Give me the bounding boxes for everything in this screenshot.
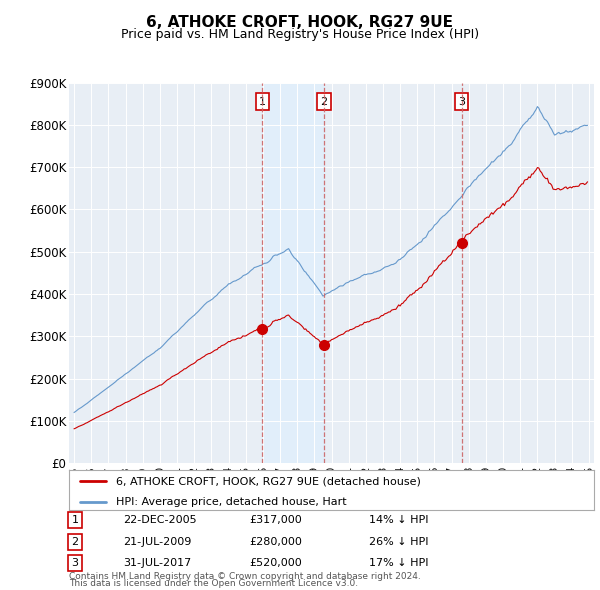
Text: £317,000: £317,000: [249, 516, 302, 525]
Text: 2: 2: [320, 97, 328, 107]
Text: £520,000: £520,000: [249, 558, 302, 568]
Text: 26% ↓ HPI: 26% ↓ HPI: [369, 537, 428, 546]
Text: 3: 3: [458, 97, 465, 107]
Text: Price paid vs. HM Land Registry's House Price Index (HPI): Price paid vs. HM Land Registry's House …: [121, 28, 479, 41]
Bar: [262, 83, 324, 463]
Text: 14% ↓ HPI: 14% ↓ HPI: [369, 516, 428, 525]
Text: 17% ↓ HPI: 17% ↓ HPI: [369, 558, 428, 568]
Text: £280,000: £280,000: [249, 537, 302, 546]
Text: Contains HM Land Registry data © Crown copyright and database right 2024.: Contains HM Land Registry data © Crown c…: [69, 572, 421, 581]
Text: 3: 3: [71, 558, 79, 568]
Text: 22-DEC-2005: 22-DEC-2005: [123, 516, 197, 525]
Text: This data is licensed under the Open Government Licence v3.0.: This data is licensed under the Open Gov…: [69, 579, 358, 588]
Text: 31-JUL-2017: 31-JUL-2017: [123, 558, 191, 568]
Text: 2: 2: [71, 537, 79, 546]
Text: HPI: Average price, detached house, Hart: HPI: Average price, detached house, Hart: [116, 497, 347, 507]
Text: 6, ATHOKE CROFT, HOOK, RG27 9UE (detached house): 6, ATHOKE CROFT, HOOK, RG27 9UE (detache…: [116, 477, 421, 487]
Text: 21-JUL-2009: 21-JUL-2009: [123, 537, 191, 546]
Text: 1: 1: [259, 97, 266, 107]
Text: 6, ATHOKE CROFT, HOOK, RG27 9UE: 6, ATHOKE CROFT, HOOK, RG27 9UE: [146, 15, 454, 30]
Text: 1: 1: [71, 516, 79, 525]
